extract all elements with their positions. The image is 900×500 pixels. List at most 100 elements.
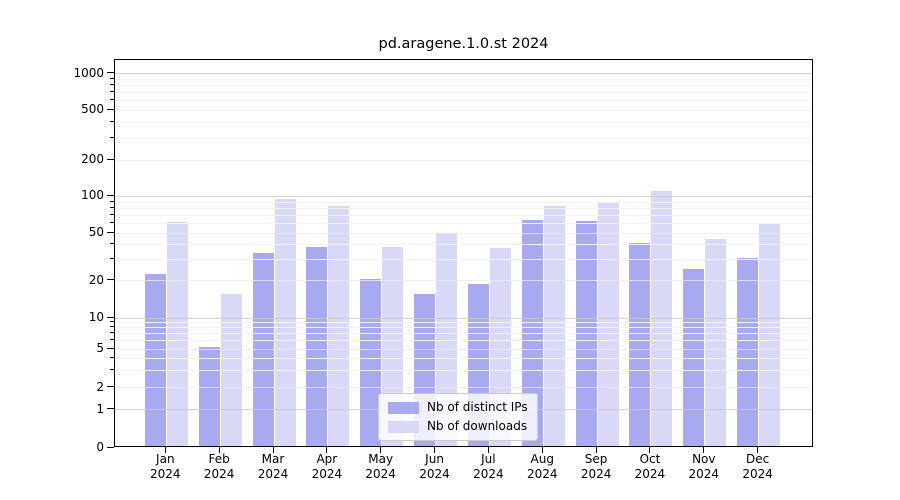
y-minor-tick-mark-300: [110, 136, 114, 138]
y-tick-mark-200: [107, 158, 114, 160]
gridline-200: [115, 159, 812, 161]
x-tick-mark-may: [380, 447, 382, 453]
bar-downloads-oct: [651, 190, 673, 446]
bar-downloads-dec: [759, 224, 781, 446]
x-tick-mark-sep: [595, 447, 597, 453]
minor-gridline-8: [115, 327, 812, 329]
x-tick-mark-jul: [487, 447, 489, 453]
x-tick-label-nov: Nov 2024: [673, 452, 735, 482]
x-tick-mark-jan: [164, 447, 166, 453]
y-tick-label-200: 200: [81, 152, 104, 167]
bar-distinct-ips-dec: [737, 257, 759, 446]
x-tick-year: 2024: [257, 467, 289, 481]
x-tick-label-jan: Jan 2024: [134, 452, 196, 482]
x-tick-label-sep: Sep 2024: [565, 452, 627, 482]
x-tick-month: Apr: [316, 452, 338, 466]
gridline-500: [115, 109, 812, 111]
minor-gridline-600: [115, 100, 812, 102]
gridline-5: [115, 348, 812, 350]
bars-layer: [115, 60, 812, 446]
y-tick-mark-20: [107, 279, 114, 280]
x-tick-month: Jan: [156, 452, 175, 466]
legend: Nb of distinct IPs Nb of downloads: [378, 393, 538, 441]
x-tick-mark-feb: [218, 447, 220, 453]
x-tick-year: 2024: [742, 467, 773, 481]
y-tick-label-1: 1: [96, 401, 104, 416]
y-tick-mark-1000: [107, 72, 114, 74]
x-tick-label-may: May 2024: [350, 452, 412, 482]
y-minor-tick-mark-3: [110, 368, 114, 370]
y-tick-label-5: 5: [96, 341, 104, 355]
legend-item-distinct-ips: Nb of distinct IPs: [388, 400, 528, 415]
x-tick-mark-oct: [649, 447, 651, 453]
x-tick-label-apr: Apr 2024: [296, 452, 358, 482]
x-tick-month: Oct: [639, 452, 661, 466]
x-tick-year: 2024: [365, 467, 396, 481]
grid-layer: [115, 60, 812, 446]
chart-title: pd.aragene.1.0.st 2024: [378, 36, 549, 52]
y-minor-tick-mark-8: [110, 326, 114, 328]
x-tick-year: 2024: [419, 467, 450, 481]
x-tick-mark-apr: [326, 447, 328, 453]
y-tick-label-10: 10: [88, 310, 104, 324]
x-tick-month: Jul: [481, 452, 496, 466]
y-minor-tick-mark-7: [110, 332, 114, 334]
legend-label-distinct-ips: Nb of distinct IPs: [427, 400, 528, 414]
y-tick-label-20: 20: [88, 272, 104, 287]
legend-swatch-downloads: [388, 420, 419, 433]
x-tick-mark-mar: [272, 447, 274, 453]
minor-gridline-4: [115, 357, 812, 359]
gridline-20: [115, 280, 812, 281]
minor-gridline-7: [115, 333, 812, 335]
minor-gridline-90: [115, 201, 812, 203]
x-tick-label-jul: Jul 2024: [457, 452, 519, 482]
y-minor-tick-mark-60: [110, 222, 114, 224]
x-tick-year: 2024: [473, 467, 504, 481]
y-minor-tick-mark-40: [110, 243, 114, 245]
y-minor-tick-mark-30: [110, 258, 114, 260]
minor-gridline-6: [115, 340, 812, 342]
x-tick-year: 2024: [526, 467, 558, 481]
x-tick-month: Sep: [584, 452, 608, 466]
legend-label-downloads: Nb of downloads: [427, 419, 528, 433]
x-tick-year: 2024: [150, 467, 181, 481]
bar-distinct-ips-mar: [252, 252, 274, 446]
minor-gridline-400: [115, 122, 812, 124]
y-tick-mark-500: [107, 108, 114, 110]
y-minor-tick-mark-90: [110, 200, 114, 202]
x-tick-mark-aug: [541, 447, 543, 453]
y-tick-mark-100: [107, 194, 114, 196]
legend-swatch-distinct-ips: [388, 401, 419, 414]
y-tick-mark-10: [107, 316, 114, 318]
x-tick-year: 2024: [580, 467, 612, 481]
gridline-50: [115, 232, 812, 234]
y-minor-tick-mark-900: [110, 78, 114, 80]
bar-downloads-jan: [166, 221, 188, 446]
bar-distinct-ips-feb: [198, 347, 220, 446]
bar-downloads-sep: [597, 203, 619, 446]
y-minor-tick-mark-4: [110, 356, 114, 358]
minor-gridline-60: [115, 223, 812, 225]
minor-gridline-800: [115, 85, 812, 87]
minor-gridline-70: [115, 214, 812, 216]
bar-downloads-nov: [705, 239, 727, 446]
y-tick-mark-0: [107, 446, 114, 448]
x-tick-label-oct: Oct 2024: [619, 452, 681, 482]
y-tick-mark-50: [107, 231, 114, 233]
y-minor-tick-mark-9: [110, 321, 114, 323]
gridline-2: [115, 387, 812, 388]
x-tick-month: May: [368, 452, 394, 466]
y-tick-mark-5: [107, 347, 114, 349]
x-tick-mark-jun: [434, 447, 436, 453]
x-tick-label-mar: Mar 2024: [242, 452, 304, 482]
minor-gridline-30: [115, 259, 812, 261]
y-tick-label-100: 100: [81, 188, 104, 203]
y-tick-label-2: 2: [96, 379, 104, 394]
bar-distinct-ips-sep: [575, 220, 597, 446]
bar-downloads-mar: [274, 198, 296, 446]
bar-distinct-ips-apr: [306, 246, 328, 446]
y-tick-label-500: 500: [81, 102, 104, 117]
x-tick-month: Jun: [425, 452, 444, 466]
bar-downloads-aug: [543, 206, 565, 446]
x-tick-mark-nov: [703, 447, 705, 453]
